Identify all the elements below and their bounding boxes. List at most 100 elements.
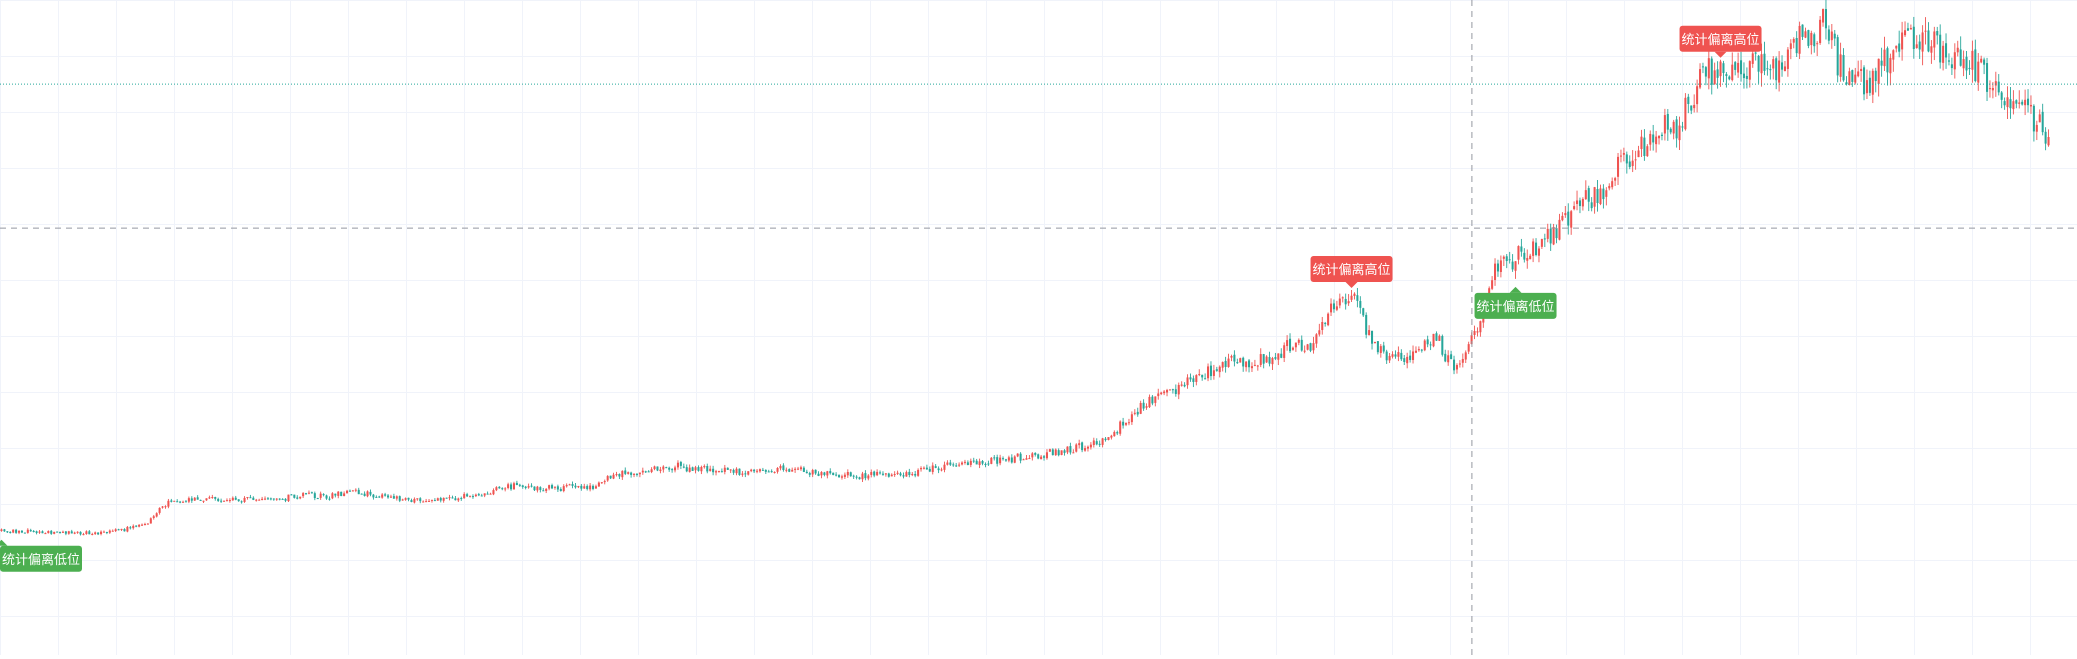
candle xyxy=(1063,449,1066,456)
candle xyxy=(551,483,554,490)
candle xyxy=(328,496,331,501)
candle xyxy=(952,462,955,467)
candle xyxy=(428,498,431,502)
candle xyxy=(354,488,357,493)
candle xyxy=(290,494,293,496)
candle xyxy=(1204,373,1207,380)
candle xyxy=(688,464,691,473)
candle xyxy=(1403,354,1406,366)
candle xyxy=(164,505,167,509)
candle xyxy=(41,530,44,534)
candle xyxy=(1760,43,1763,87)
candle xyxy=(635,473,638,477)
candle xyxy=(1479,320,1482,337)
signal-marker-high[interactable]: 统计偏离高位 xyxy=(1310,255,1393,288)
candle xyxy=(214,496,217,501)
candle xyxy=(331,492,334,500)
candle xyxy=(1552,223,1555,246)
candle xyxy=(1113,430,1116,437)
candle xyxy=(1511,254,1514,272)
candle xyxy=(1406,352,1409,369)
candle xyxy=(958,462,961,468)
candle xyxy=(1236,358,1239,364)
candle xyxy=(820,471,823,479)
candle xyxy=(697,465,700,472)
candle xyxy=(1980,55,1983,64)
candle xyxy=(1207,363,1210,382)
candle xyxy=(108,529,111,534)
candle xyxy=(305,492,308,495)
candle xyxy=(870,469,873,478)
candle xyxy=(1734,60,1737,76)
candle xyxy=(840,474,843,480)
candle xyxy=(594,484,597,489)
candle xyxy=(1417,346,1420,352)
candle xyxy=(1365,312,1368,339)
candle xyxy=(261,496,264,501)
candle xyxy=(1125,422,1128,427)
candle xyxy=(838,474,841,478)
candle xyxy=(70,529,73,534)
candle xyxy=(1868,70,1871,96)
candle xyxy=(955,462,958,467)
candle xyxy=(1819,15,1822,45)
candle xyxy=(1394,350,1397,359)
candle xyxy=(1663,108,1666,141)
candle xyxy=(161,506,164,509)
candle xyxy=(105,531,108,535)
candle xyxy=(1084,445,1087,452)
candle xyxy=(644,470,647,474)
candle xyxy=(917,468,920,477)
candle xyxy=(963,459,966,465)
candle xyxy=(1950,57,1953,75)
candle xyxy=(486,491,489,495)
candle xyxy=(1227,353,1230,368)
candle xyxy=(914,470,917,478)
candle xyxy=(1294,342,1297,352)
candle xyxy=(430,499,433,503)
candle xyxy=(843,472,846,479)
candle xyxy=(943,461,946,473)
candle xyxy=(1192,375,1195,388)
candle xyxy=(1037,453,1040,460)
candle xyxy=(1022,458,1025,461)
candle xyxy=(100,530,103,536)
candle xyxy=(1740,51,1743,82)
candle xyxy=(1883,36,1886,71)
candle xyxy=(1429,341,1432,351)
candle xyxy=(1423,339,1426,352)
candle xyxy=(1157,388,1160,400)
candle xyxy=(146,523,149,525)
candle xyxy=(858,476,861,480)
candle xyxy=(1529,253,1532,260)
candle xyxy=(577,485,580,489)
candle xyxy=(1634,150,1637,170)
candle xyxy=(1218,365,1221,378)
candle xyxy=(1731,52,1734,82)
candle xyxy=(1127,418,1130,426)
candle xyxy=(530,483,533,488)
signal-marker-low[interactable]: 统计偏离低位 xyxy=(1474,286,1557,319)
candle xyxy=(1362,307,1365,317)
signal-marker-high[interactable]: 统计偏离高位 xyxy=(1679,25,1762,58)
candle xyxy=(1268,351,1271,367)
candles xyxy=(0,0,2050,536)
candle xyxy=(797,466,800,471)
candle xyxy=(993,455,996,461)
candle xyxy=(1593,186,1596,214)
candle xyxy=(18,530,21,535)
candle xyxy=(293,494,296,499)
candle xyxy=(741,471,744,477)
candle xyxy=(1716,61,1719,89)
candle xyxy=(6,531,9,534)
candle xyxy=(709,465,712,472)
candle xyxy=(1324,321,1327,327)
candle xyxy=(1004,458,1007,462)
candle xyxy=(1561,212,1564,222)
signal-marker-low[interactable]: 统计偏离低位 xyxy=(0,539,82,572)
candle xyxy=(1640,129,1643,157)
